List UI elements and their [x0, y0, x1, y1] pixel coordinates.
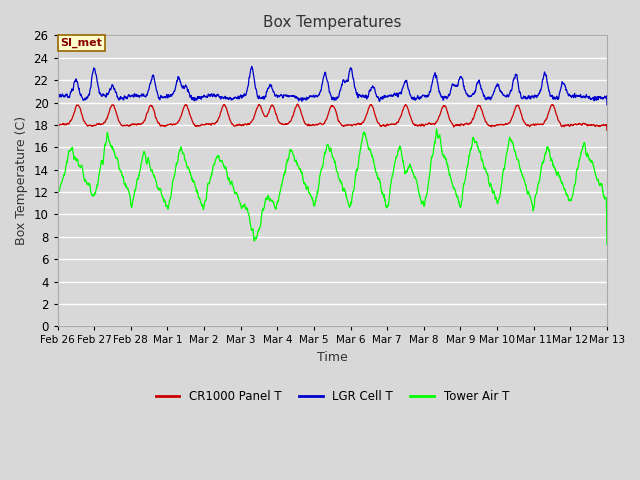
- LGR Cell T: [555, 96, 563, 102]
- Text: SI_met: SI_met: [60, 37, 102, 48]
- LGR Cell T: [360, 93, 368, 99]
- Tower Air T: [603, 241, 611, 247]
- CR1000 Panel T: [54, 128, 61, 133]
- LGR Cell T: [248, 63, 255, 69]
- Line: Tower Air T: Tower Air T: [58, 129, 607, 253]
- Tower Air T: [207, 175, 214, 181]
- CR1000 Panel T: [492, 122, 500, 128]
- CR1000 Panel T: [603, 128, 611, 133]
- LGR Cell T: [54, 102, 61, 108]
- Y-axis label: Box Temperature (C): Box Temperature (C): [15, 116, 28, 245]
- Tower Air T: [54, 251, 61, 256]
- LGR Cell T: [207, 93, 214, 99]
- Tower Air T: [492, 194, 500, 200]
- LGR Cell T: [492, 84, 500, 89]
- Tower Air T: [555, 172, 563, 178]
- Legend: CR1000 Panel T, LGR Cell T, Tower Air T: CR1000 Panel T, LGR Cell T, Tower Air T: [151, 385, 514, 408]
- CR1000 Panel T: [570, 122, 578, 128]
- Tower Air T: [348, 195, 356, 201]
- CR1000 Panel T: [555, 118, 563, 123]
- Line: LGR Cell T: LGR Cell T: [58, 66, 607, 105]
- CR1000 Panel T: [360, 118, 368, 123]
- CR1000 Panel T: [348, 123, 356, 129]
- LGR Cell T: [348, 71, 356, 76]
- CR1000 Panel T: [294, 101, 301, 107]
- Tower Air T: [433, 126, 440, 132]
- Tower Air T: [570, 185, 578, 191]
- LGR Cell T: [603, 102, 611, 108]
- Title: Box Temperatures: Box Temperatures: [263, 15, 401, 30]
- LGR Cell T: [570, 94, 578, 100]
- X-axis label: Time: Time: [317, 351, 348, 364]
- Line: CR1000 Panel T: CR1000 Panel T: [58, 104, 607, 131]
- CR1000 Panel T: [207, 122, 214, 128]
- Tower Air T: [360, 129, 368, 135]
